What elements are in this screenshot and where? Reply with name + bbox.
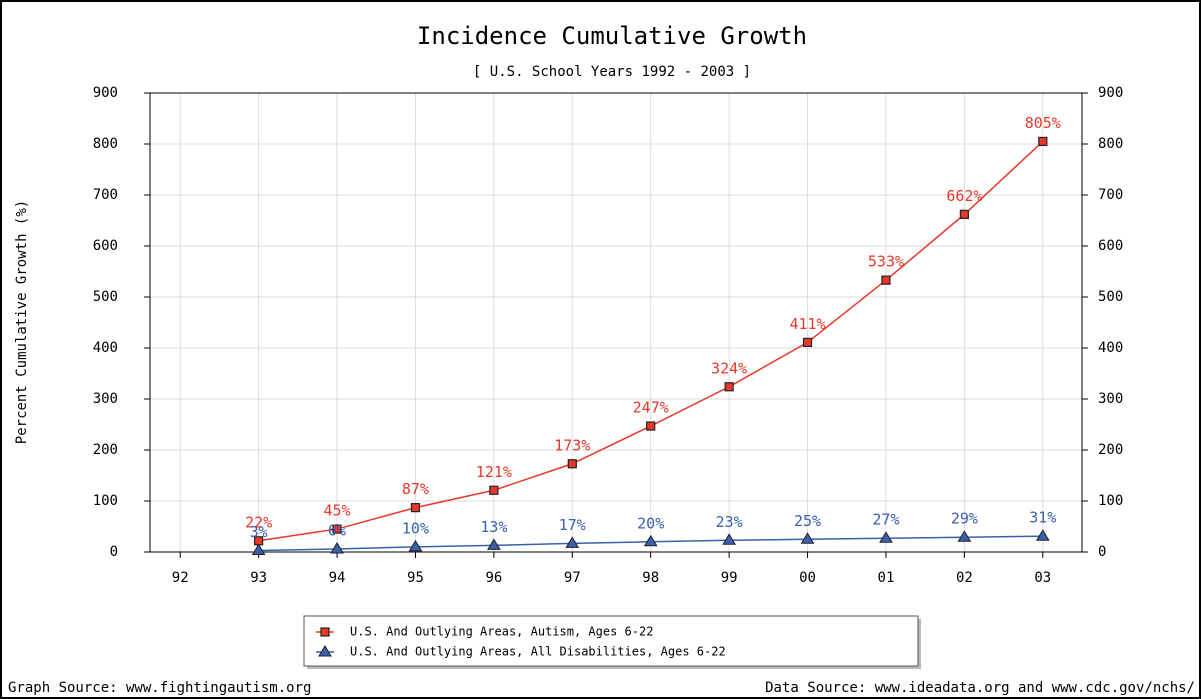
- marker: [332, 524, 342, 534]
- marker: [486, 538, 501, 550]
- marker: [959, 209, 969, 219]
- x-tick-label: 95: [407, 570, 424, 586]
- x-tick-label: 03: [1034, 570, 1051, 586]
- legend-label: U.S. And Outlying Areas, All Disabilitie…: [350, 645, 726, 659]
- y-tick-label: 500: [93, 289, 118, 305]
- y2-tick-label: 500: [1098, 289, 1123, 305]
- marker: [1038, 136, 1048, 147]
- marker: [489, 485, 499, 495]
- data-label: 173%: [554, 436, 590, 454]
- x-tick-label: 97: [564, 570, 581, 586]
- marker: [251, 543, 266, 555]
- x-tick-label: 92: [172, 570, 189, 586]
- marker: [724, 382, 734, 392]
- x-tick-label: 01: [878, 570, 895, 586]
- x-tick-label: 99: [721, 570, 738, 586]
- y-tick-label: 300: [93, 391, 118, 407]
- x-tick-label: 94: [329, 570, 346, 586]
- data-label: 22%: [245, 513, 272, 531]
- y2-tick-label: 0: [1098, 544, 1106, 560]
- marker: [722, 533, 737, 545]
- marker: [802, 337, 813, 347]
- y2-tick-label: 900: [1098, 85, 1123, 101]
- data-label: 3%: [250, 523, 268, 541]
- data-label: 87%: [402, 480, 429, 498]
- data-label: 45%: [323, 502, 350, 520]
- marker: [330, 541, 344, 554]
- marker: [567, 459, 577, 469]
- marker: [318, 645, 332, 657]
- y2-tick-label: 100: [1098, 493, 1123, 509]
- data-label: 411%: [789, 315, 825, 333]
- marker: [879, 531, 893, 543]
- data-label: 662%: [946, 187, 982, 205]
- marker: [320, 627, 330, 637]
- marker: [646, 421, 656, 431]
- x-tick-label: 98: [642, 570, 659, 586]
- y2-tick-label: 400: [1098, 340, 1123, 356]
- y2-tick-label: 600: [1098, 238, 1123, 254]
- marker: [800, 532, 815, 544]
- y-tick-label: 900: [93, 85, 118, 101]
- marker: [410, 503, 421, 513]
- data-label: 6%: [328, 521, 346, 539]
- y-tick-label: 0: [110, 544, 118, 560]
- y-tick-label: 400: [93, 340, 118, 356]
- data-label: 121%: [476, 463, 512, 481]
- data-label: 27%: [872, 511, 899, 529]
- legend-box: [303, 615, 919, 667]
- y2-tick-label: 300: [1098, 391, 1123, 407]
- y-tick-label: 100: [93, 493, 118, 509]
- data-label: 25%: [794, 512, 821, 530]
- marker: [881, 275, 891, 285]
- marker: [408, 539, 423, 552]
- source-note: Graph Source: www.fightingautism.org: [8, 680, 311, 696]
- data-label: 13%: [480, 518, 507, 536]
- source-note: Data Source: www.ideadata.org and www.cd…: [765, 680, 1195, 696]
- y-tick-label: 200: [93, 442, 118, 458]
- y-tick-label: 700: [93, 187, 118, 203]
- legend-label: U.S. And Outlying Areas, Autism, Ages 6-…: [350, 625, 653, 639]
- y-tick-label: 800: [93, 136, 118, 152]
- data-label: 23%: [716, 513, 743, 531]
- data-label: 20%: [637, 514, 664, 532]
- data-label: 10%: [402, 519, 429, 537]
- x-tick-label: 93: [250, 570, 267, 586]
- y2-tick-label: 700: [1098, 187, 1123, 203]
- data-label: 533%: [868, 253, 904, 271]
- y2-tick-label: 200: [1098, 442, 1123, 458]
- data-label: 31%: [1029, 509, 1056, 527]
- x-tick-label: 02: [956, 570, 973, 586]
- data-label: 17%: [559, 516, 586, 534]
- data-label: 29%: [951, 510, 978, 528]
- legend: U.S. And Outlying Areas, Autism, Ages 6-…: [303, 615, 921, 669]
- data-label: 324%: [711, 359, 747, 377]
- plot-frame: [149, 92, 1083, 553]
- chart-subtitle: [ U.S. School Years 1992 - 2003 ]: [473, 64, 751, 80]
- chart-title: Incidence Cumulative Growth: [417, 22, 807, 50]
- y2-tick-label: 800: [1098, 136, 1123, 152]
- marker: [565, 536, 580, 548]
- x-tick-label: 00: [799, 570, 816, 586]
- marker: [643, 534, 658, 547]
- x-tick-label: 96: [485, 570, 502, 586]
- y-axis-label: Percent Cumulative Growth (%): [14, 200, 30, 444]
- data-label: 247%: [633, 399, 669, 417]
- marker: [957, 530, 972, 542]
- marker: [1035, 529, 1050, 541]
- data-label: 805%: [1025, 114, 1061, 132]
- y-tick-label: 600: [93, 238, 118, 254]
